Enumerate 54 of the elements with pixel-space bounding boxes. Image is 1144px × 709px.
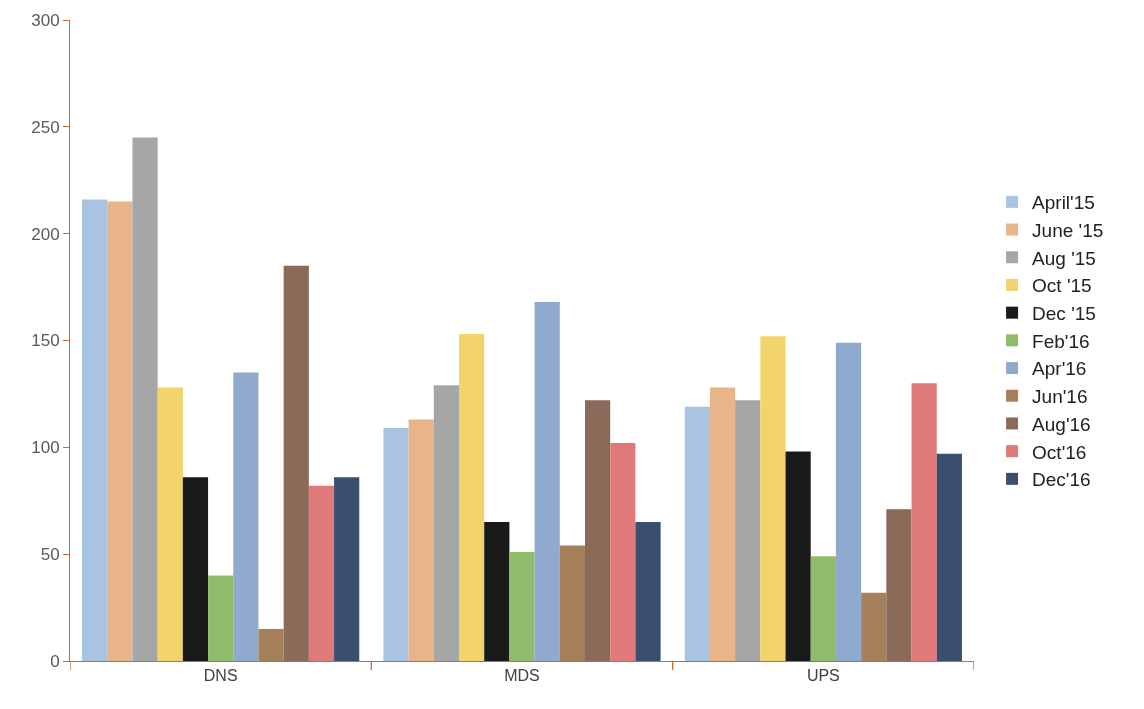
legend-label: June '15: [1032, 219, 1104, 241]
bar: [911, 383, 937, 661]
legend-label: Aug '15: [1032, 247, 1096, 269]
bar: [684, 406, 710, 661]
y-tick-label: 200: [31, 224, 60, 244]
y-tick-label: 250: [31, 117, 60, 137]
bar: [433, 385, 459, 661]
bar: [334, 477, 360, 661]
bar: [810, 556, 836, 661]
y-tick-label: 50: [40, 545, 60, 565]
bar: [785, 451, 811, 661]
legend-label: Dec'16: [1032, 469, 1091, 491]
legend-label: Aug'16: [1032, 413, 1091, 435]
bar: [559, 545, 586, 661]
bar: [936, 453, 962, 661]
legend-label: Oct '15: [1032, 275, 1092, 297]
bar: [509, 552, 535, 661]
bar: [233, 372, 259, 661]
x-tick-label: DNS: [203, 667, 238, 685]
bar: [458, 334, 485, 661]
bar: [308, 485, 335, 661]
y-tick-label: 300: [31, 10, 60, 30]
legend-label: Apr'16: [1032, 358, 1087, 380]
bar: [157, 387, 183, 661]
legend-label: Jun'16: [1032, 386, 1088, 408]
bar: [383, 428, 409, 661]
bar: [886, 509, 912, 661]
bar: [283, 265, 309, 661]
bar: [635, 522, 661, 661]
bar: [408, 419, 434, 661]
legend-label: Feb'16: [1032, 330, 1090, 352]
bar: [835, 342, 862, 661]
bar: [735, 400, 761, 661]
y-tick-label: 150: [31, 331, 60, 351]
bar: [107, 201, 133, 661]
legend-label: Oct'16: [1032, 441, 1087, 463]
bar: [534, 302, 560, 661]
x-tick-label: UPS: [806, 667, 840, 685]
bar: [585, 400, 611, 661]
bar: [709, 387, 736, 661]
bar: [82, 199, 108, 661]
bar: [610, 443, 636, 661]
bar: [132, 137, 158, 661]
bar: [484, 522, 510, 661]
bar: [258, 628, 284, 661]
bar: [861, 592, 887, 661]
legend-label: Dec '15: [1032, 303, 1096, 325]
x-tick-label: MDS: [504, 667, 540, 685]
bar: [182, 477, 209, 661]
legend-label: April'15: [1032, 192, 1095, 214]
bar: [760, 336, 786, 661]
y-tick-label: 100: [31, 438, 60, 458]
y-tick-label: 0: [50, 651, 60, 671]
bar: [208, 575, 234, 661]
